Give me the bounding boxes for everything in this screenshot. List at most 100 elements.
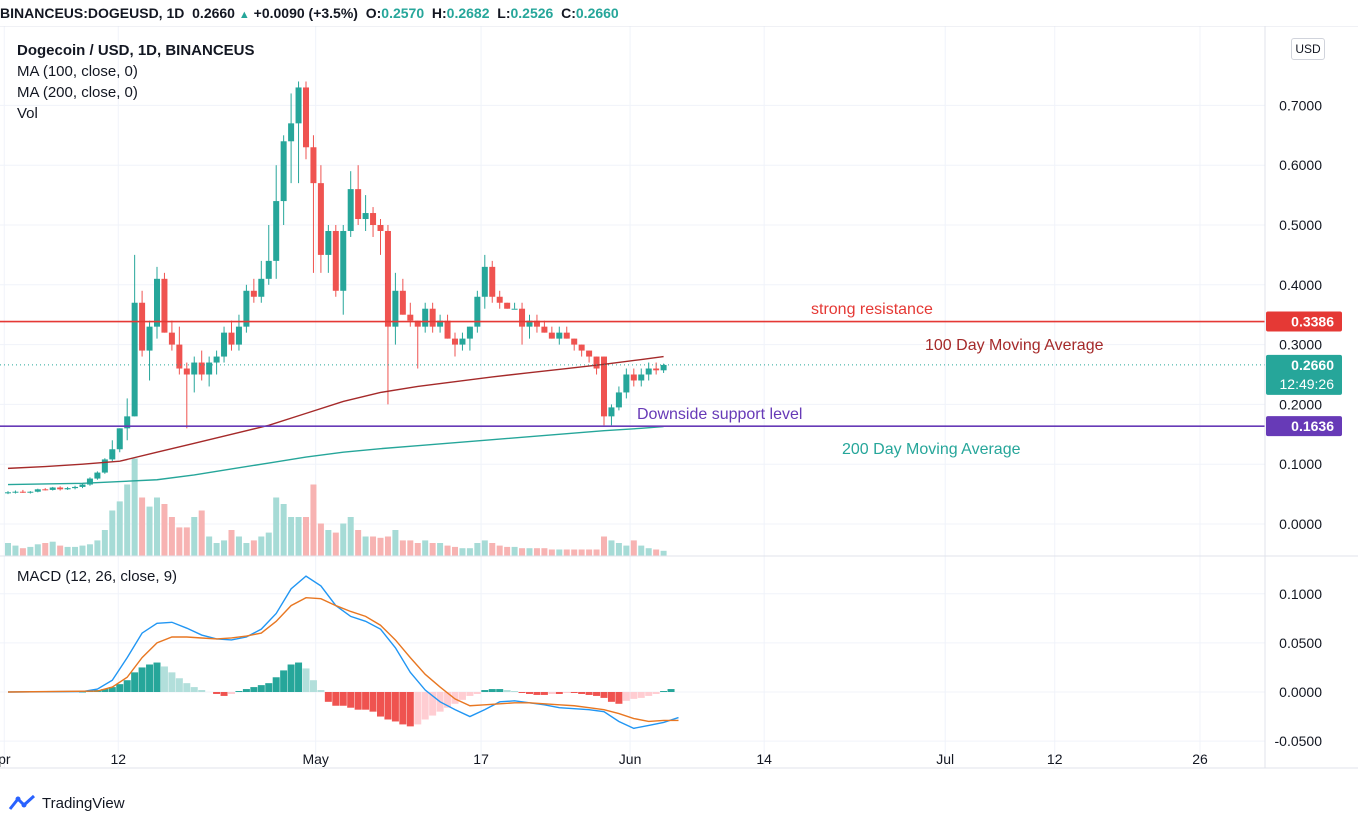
candle-body [660, 364, 667, 371]
macd-histogram-bar [302, 668, 310, 692]
candle-body [541, 326, 548, 333]
candle-body [273, 201, 280, 261]
volume-bar [548, 549, 555, 556]
candle-body [623, 374, 630, 393]
macd-legend[interactable]: MACD (12, 26, close, 9) [17, 568, 178, 585]
candle-body [154, 278, 160, 327]
time-tick-label: 14 [756, 751, 772, 767]
time-tick-label: 12 [110, 751, 126, 767]
candle-body [377, 225, 384, 231]
macd-histogram-bar [645, 692, 653, 696]
volume-bar [645, 548, 652, 556]
candle-body [183, 368, 190, 375]
macd-histogram-bar [600, 692, 608, 698]
macd-histogram-bar [369, 692, 377, 712]
volume-bar [183, 527, 190, 556]
macd-histogram-bar [309, 680, 317, 692]
chart-annotation: 200 Day Moving Average [842, 441, 1021, 458]
candle-body [288, 123, 295, 142]
volume-bar [504, 546, 511, 556]
macd-histogram-bar [503, 690, 511, 692]
time-tick-label: 26 [1192, 751, 1208, 767]
macd-histogram-bar [347, 692, 355, 708]
ma200-legend[interactable]: MA (200, close, 0) [17, 84, 138, 101]
macd-histogram-bar [138, 667, 146, 692]
currency-button[interactable]: USD [1291, 38, 1325, 60]
volume-bar [57, 545, 64, 556]
macd-histogram-bar [481, 690, 489, 692]
macd-histogram-bar [272, 677, 280, 692]
volume-bar [511, 546, 518, 556]
candle-body [563, 332, 570, 339]
volume-bar [586, 549, 593, 556]
macd-panel [7, 575, 679, 730]
volume-bar [452, 546, 458, 556]
candle-body [265, 260, 272, 279]
volume-bar [563, 549, 570, 556]
candle-body [429, 308, 436, 327]
candle-body [176, 344, 183, 369]
candle-body [94, 472, 101, 479]
candle-body [116, 428, 123, 450]
volume-bar [608, 540, 615, 556]
volume-legend[interactable]: Vol [17, 105, 38, 122]
close-label: C: [561, 5, 576, 21]
candle-body [27, 491, 34, 493]
macd-histogram-bar [518, 692, 526, 693]
candle-body [57, 487, 64, 490]
volume-bar [489, 543, 496, 556]
macd-histogram-bar [399, 692, 407, 725]
candle-body [340, 230, 347, 291]
volume-bar [42, 543, 49, 556]
candle-body [630, 374, 637, 381]
macd-tick-label: 0.1000 [1279, 586, 1322, 602]
volume-bar [191, 517, 198, 556]
macd-histogram-bar [466, 692, 474, 696]
candle-body [258, 278, 265, 297]
volume-bar [332, 532, 339, 556]
volume-bar [414, 543, 421, 556]
indicator-lines [0, 320, 1265, 486]
candle-body [303, 87, 309, 148]
price-chart[interactable]: 0.0.70000.60000.50000.40000.30000.20000.… [0, 26, 1358, 794]
macd-histogram-bar [660, 691, 668, 693]
candle-body [109, 449, 116, 460]
volume-bar [623, 545, 630, 556]
macd-histogram-bar [451, 692, 459, 704]
candlesticks [5, 81, 667, 495]
volume-bar [64, 546, 71, 556]
volume-bar [347, 517, 354, 556]
volume-bar [109, 510, 116, 556]
volume-bar [213, 543, 220, 556]
ma100-legend[interactable]: MA (100, close, 0) [17, 63, 138, 80]
volume-bar [19, 548, 26, 556]
time-tick-label: 12 [1047, 751, 1063, 767]
candle-body [459, 338, 466, 345]
price-tick-label: 0.4000 [1279, 277, 1322, 293]
candle-body [139, 302, 146, 351]
macd-histogram-bar [116, 684, 124, 692]
candle-body [608, 407, 615, 417]
candle-body [280, 141, 287, 202]
volume-bar [474, 543, 481, 556]
volume-bar [325, 530, 332, 556]
volume-bar [429, 543, 436, 556]
macd-line [7, 575, 679, 730]
symbol-label[interactable]: BINANCEUS:DOGEUSD, 1D [0, 5, 185, 21]
volume-bar [533, 548, 540, 556]
low-label: L: [497, 5, 511, 21]
macd-histogram-bar [555, 692, 563, 694]
macd-histogram-bar [220, 692, 228, 696]
candle-body [12, 491, 19, 493]
price-tick-label: 0.7000 [1279, 97, 1322, 113]
symbol-header: BINANCEUS:DOGEUSD, 1D 0.2660 ▲ +0.0090 (… [0, 0, 1358, 26]
candle-body [221, 332, 228, 357]
candle-body [504, 302, 511, 309]
price-tick-label: 0.3000 [1279, 337, 1322, 353]
volume-bar [437, 543, 444, 556]
macd-histogram-bar [324, 692, 332, 702]
tradingview-logo[interactable]: TradingView [8, 794, 125, 812]
volume-bar [124, 484, 131, 556]
volume-bar [139, 497, 146, 556]
candle-body [228, 332, 235, 345]
